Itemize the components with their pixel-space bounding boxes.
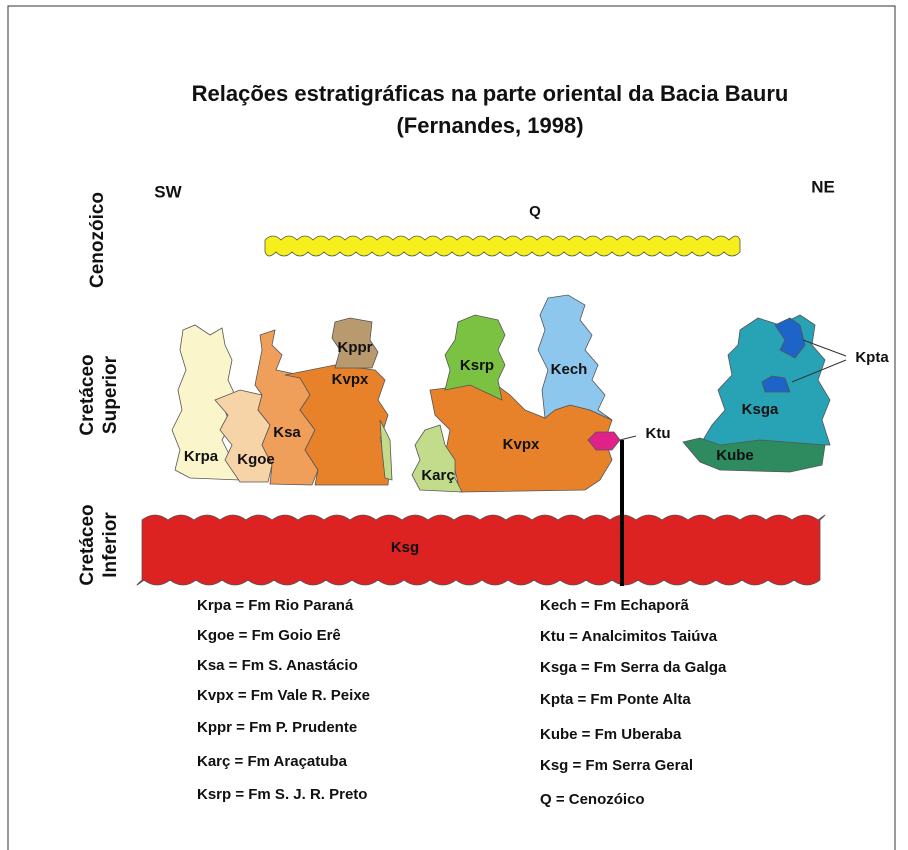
unit-label: Kech	[551, 361, 588, 378]
unit-label: Ksga	[742, 401, 779, 418]
unit-label: Kube	[716, 447, 754, 464]
legend-entry: Kgoe = Fm Goio Erê	[197, 627, 341, 644]
unit-label: Kgoe	[237, 451, 275, 468]
direction: SW	[154, 182, 182, 201]
legend-entry: Kppr = Fm P. Prudente	[197, 719, 357, 736]
subtitle: (Fernandes, 1998)	[396, 113, 583, 138]
unit-label: Ksa	[273, 424, 301, 441]
unit-label: Q	[529, 203, 541, 220]
legend-entry: Ksga = Fm Serra da Galga	[540, 659, 727, 676]
period-label: Cretáceo	[77, 504, 98, 585]
legend-entry: Kvpx = Fm Vale R. Peixe	[197, 687, 370, 704]
legend-entry: Kube = Fm Uberaba	[540, 726, 682, 743]
legend-entry: Q = Cenozóico	[540, 791, 645, 808]
unit-label: Krpa	[184, 448, 219, 465]
unit-label: Kvpx	[332, 371, 369, 388]
legend-entry: Karç = Fm Araçatuba	[197, 753, 348, 770]
legend-entry: Krpa = Fm Rio Paraná	[197, 597, 354, 614]
unit-q	[265, 236, 740, 256]
period-label: Inferior	[100, 512, 121, 578]
period-label: Cenozóico	[87, 192, 108, 288]
period-label: Superior	[100, 355, 121, 434]
unit-label: Kppr	[338, 339, 373, 356]
title: Relações estratigráficas na parte orient…	[192, 81, 789, 106]
unit-label: Karç	[421, 467, 454, 484]
legend-entry: Ktu = Analcimitos Taiúva	[540, 628, 718, 645]
legend-entry: Kpta = Fm Ponte Alta	[540, 691, 691, 708]
unit-label: Ksg	[391, 539, 419, 556]
unit-label: Ktu	[646, 425, 671, 442]
legend-entry: Ksa = Fm S. Anastácio	[197, 657, 358, 674]
period-label: Cretáceo	[77, 354, 98, 435]
legend-entry: Ksg = Fm Serra Geral	[540, 757, 693, 774]
diagram: Relações estratigráficas na parte orient…	[0, 0, 908, 850]
unit-label: Kvpx	[503, 436, 540, 453]
unit-label: Ksrp	[460, 357, 494, 374]
unit-label: Kpta	[855, 349, 889, 366]
legend-entry: Kech = Fm Echaporã	[540, 597, 689, 614]
legend-entry: Ksrp = Fm S. J. R. Preto	[197, 786, 367, 803]
unit-ksg	[137, 515, 825, 585]
direction: NE	[811, 177, 835, 196]
